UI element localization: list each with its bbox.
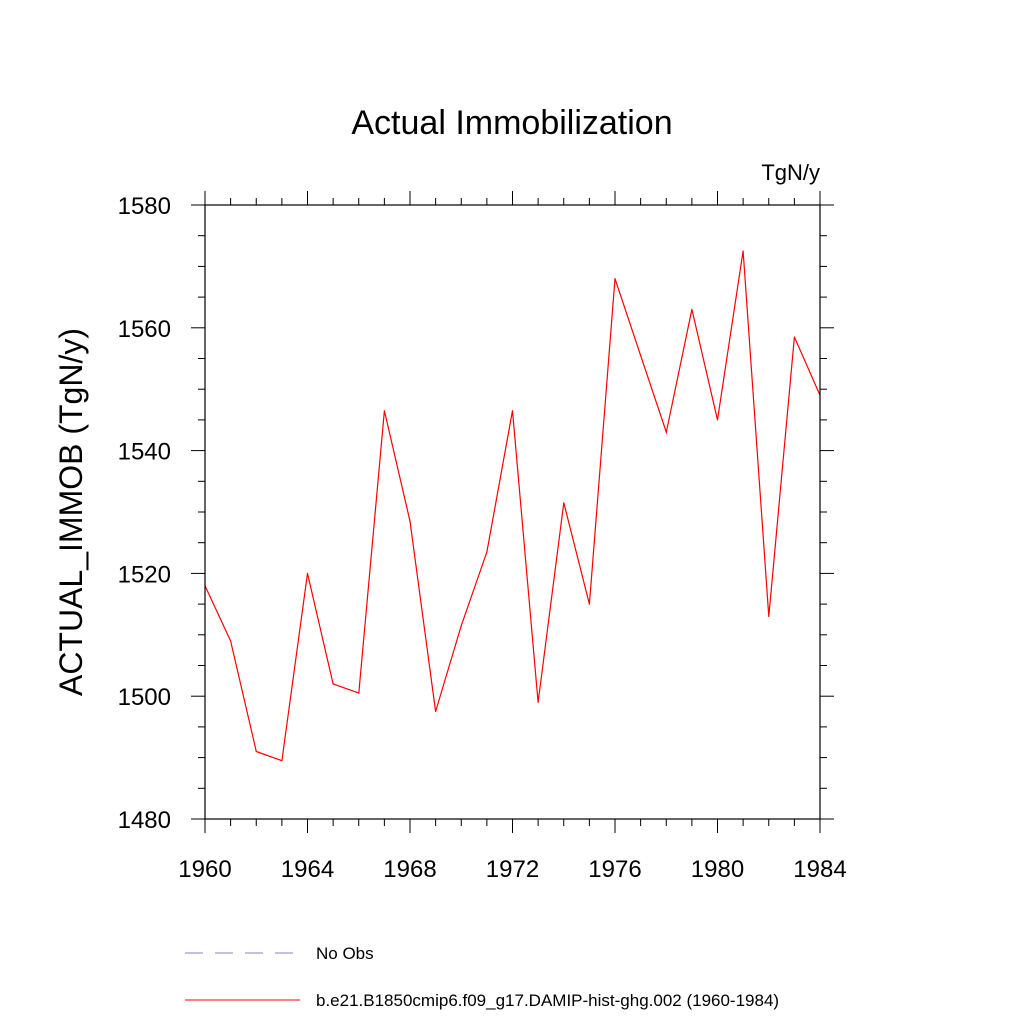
data-point (230, 640, 232, 642)
y-axis-label: ACTUAL_IMMOB (TgN/y) (53, 328, 89, 696)
legend-label: b.e21.B1850cmip6.f09_g17.DAMIP-hist-ghg.… (316, 991, 779, 1010)
y-tick-label: 1540 (118, 439, 171, 466)
data-point (537, 701, 539, 703)
data-point (486, 551, 488, 553)
data-point (768, 615, 770, 617)
x-tick-label: 1984 (793, 856, 846, 883)
plot-frame (204, 204, 821, 820)
data-point (332, 683, 334, 685)
data-point (588, 603, 590, 605)
x-tick-label: 1968 (383, 856, 436, 883)
y-tick-label: 1500 (118, 684, 171, 711)
x-tick-label: 1980 (691, 856, 744, 883)
data-point (742, 250, 744, 252)
legend-label: No Obs (316, 944, 374, 963)
axis-ticks: 1960 1964 1968 1972 1976 1980 1984 1480 1500 1520… (118, 191, 847, 883)
y-tick-label: 1480 (118, 807, 171, 834)
series-line-0 (204, 250, 821, 762)
data-point (563, 502, 565, 504)
data-point (281, 760, 283, 762)
data-point (614, 278, 616, 280)
data-point (435, 710, 437, 713)
data-point (358, 692, 360, 694)
chart-title: Actual Immobilization (351, 104, 672, 142)
data-point (640, 354, 642, 357)
data-point (691, 308, 693, 310)
data-point (511, 410, 514, 412)
units-label: TgN/y (761, 160, 820, 185)
data-point (409, 520, 411, 522)
data-point (665, 431, 667, 433)
y-tick-label: 1580 (118, 193, 171, 220)
data-point (255, 750, 257, 753)
y-tick-label: 1520 (118, 561, 171, 588)
x-tick-label: 1960 (178, 856, 231, 883)
y-tick-label: 1560 (118, 316, 171, 343)
data-point (716, 419, 719, 421)
legend: No Obs b.e21.B1850cmip6.f09_g17.DAMIP-his… (185, 944, 779, 1010)
x-tick-label: 1972 (486, 856, 539, 883)
data-point (460, 624, 462, 627)
data-point (306, 572, 309, 575)
x-tick-label: 1964 (281, 856, 334, 883)
x-tick-label: 1976 (588, 856, 641, 883)
data-point (793, 336, 795, 338)
data-point (383, 410, 385, 412)
series-layer (204, 250, 821, 762)
